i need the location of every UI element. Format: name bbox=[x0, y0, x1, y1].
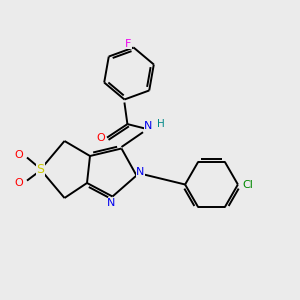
Text: H: H bbox=[157, 119, 165, 129]
Text: N: N bbox=[144, 122, 153, 131]
Text: N: N bbox=[107, 198, 115, 208]
Text: Cl: Cl bbox=[242, 179, 253, 190]
Text: S: S bbox=[37, 163, 44, 176]
Text: O: O bbox=[14, 150, 23, 161]
Text: N: N bbox=[136, 167, 145, 177]
Text: O: O bbox=[97, 133, 105, 142]
Text: O: O bbox=[14, 178, 23, 188]
Text: F: F bbox=[125, 39, 131, 49]
